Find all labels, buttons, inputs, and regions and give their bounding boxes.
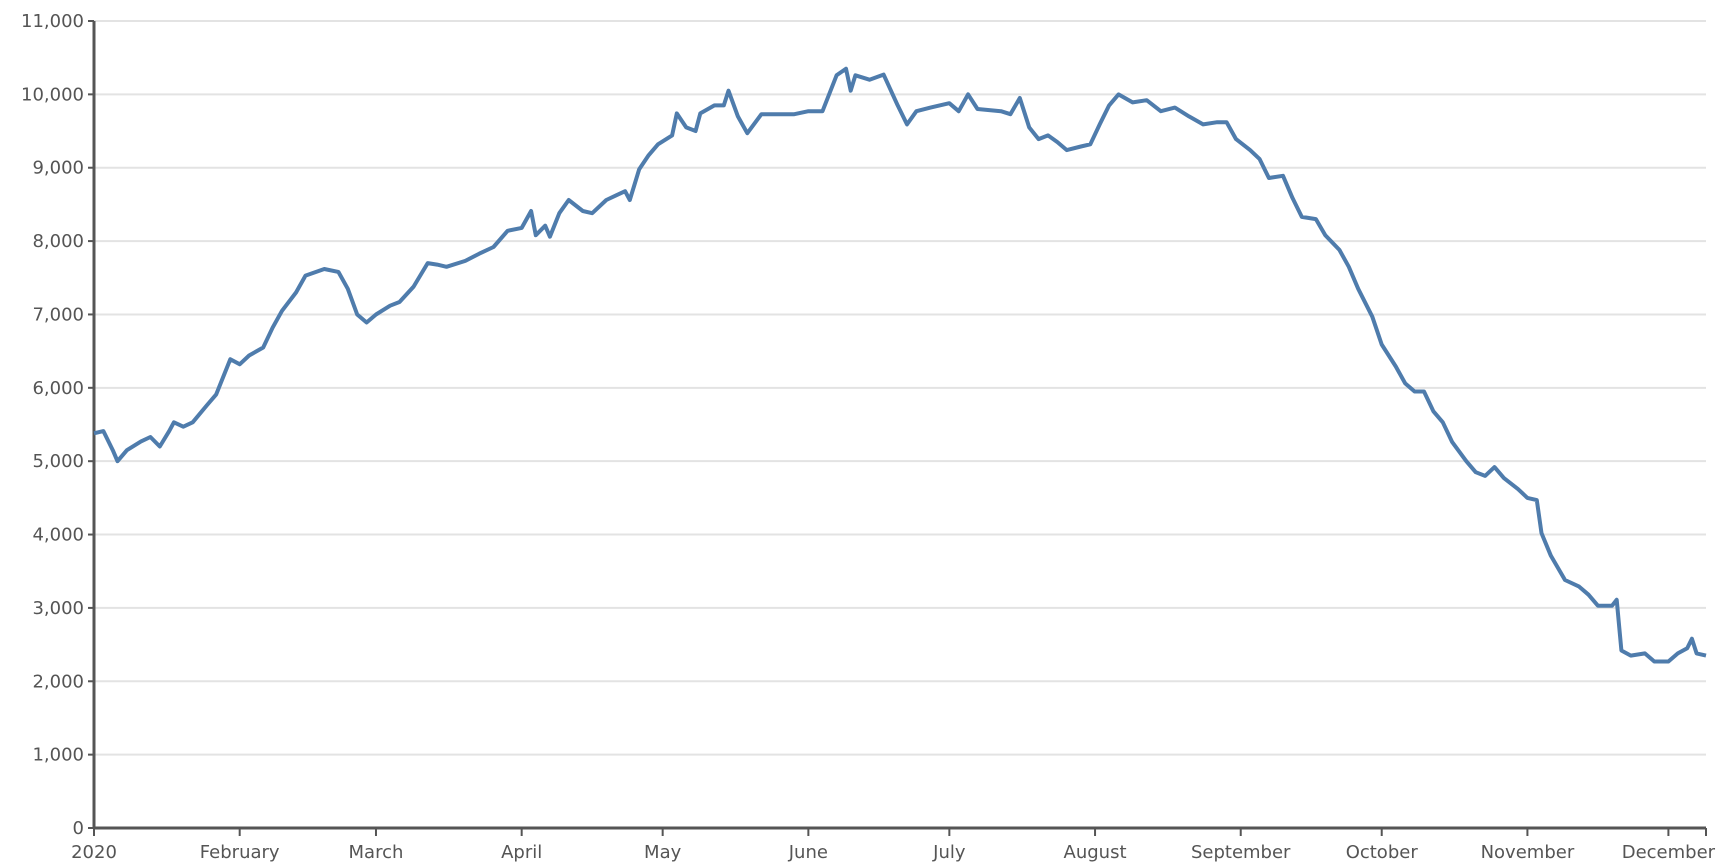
x-tick-label: February: [200, 842, 280, 862]
y-tick-label: 5,000: [32, 451, 84, 472]
y-tick-label: 10,000: [21, 84, 84, 105]
y-tick-label: 1,000: [32, 745, 84, 766]
y-tick-label: 3,000: [32, 598, 84, 619]
y-tick-label: 6,000: [32, 378, 84, 399]
x-tick-label: July: [932, 842, 966, 862]
x-tick-label: August: [1064, 842, 1127, 862]
x-tick-label: June: [788, 842, 828, 862]
y-tick-label: 11,000: [21, 11, 84, 32]
y-tick-label: 8,000: [32, 231, 84, 252]
y-tick-label: 7,000: [32, 304, 84, 325]
y-tick-label: 4,000: [32, 525, 84, 546]
x-tick-label: May: [644, 842, 682, 862]
x-tick-label: September: [1191, 842, 1291, 862]
y-tick-label: 2,000: [32, 671, 84, 692]
x-tick-label: April: [501, 842, 542, 862]
data-line: [93, 66, 1707, 664]
x-tick-label: October: [1346, 842, 1419, 862]
y-tick-label: 0: [73, 818, 84, 839]
y-tick-label: 9,000: [32, 158, 84, 179]
x-tick-label: 2020: [71, 842, 117, 862]
x-tick-label: November: [1481, 842, 1575, 862]
x-tick-label: December: [1622, 842, 1716, 862]
x-tick-label: March: [349, 842, 404, 862]
